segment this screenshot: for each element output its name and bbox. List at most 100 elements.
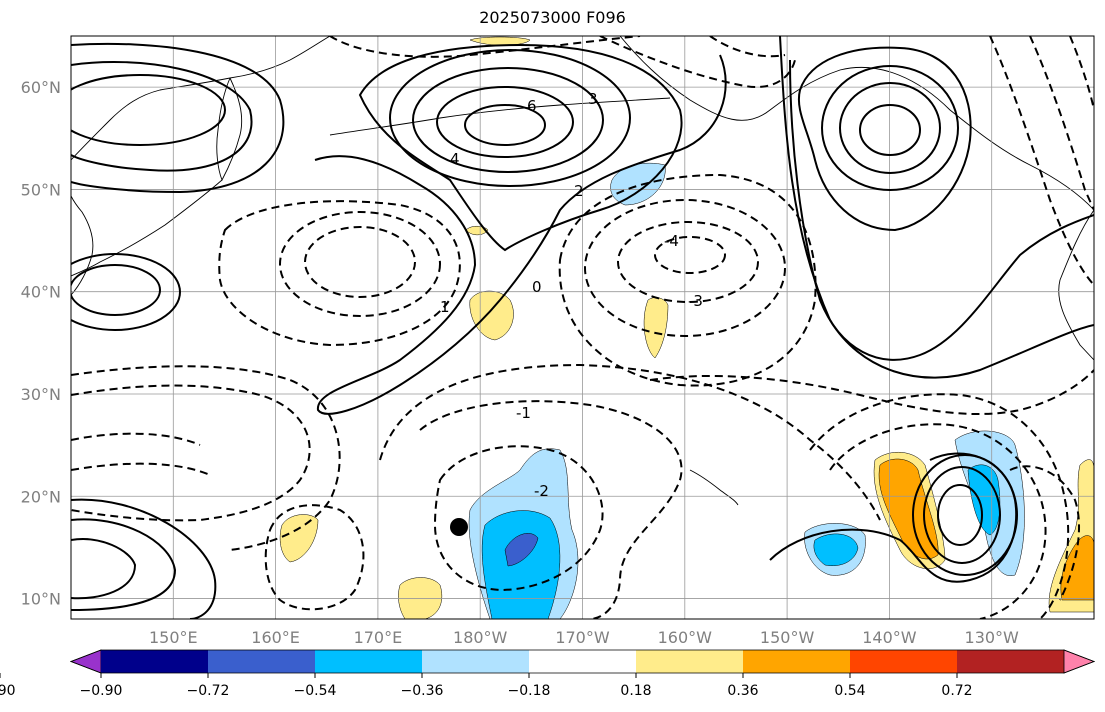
shade-tropics-blue [481, 510, 561, 619]
contour-ne-trough-3 [1069, 36, 1094, 111]
contour-high-ne-6 [859, 104, 921, 156]
contour-high-nw-2 [358, 43, 683, 252]
shade-yellow-small-north [469, 36, 531, 46]
lat-tick-label: 30°N [21, 385, 61, 404]
contour-label-neg2: -2 [534, 482, 549, 500]
colorbar-segment [529, 650, 636, 673]
colorbar-segment [636, 650, 743, 673]
contour-low-west-1 [279, 211, 441, 317]
colorbar-extend-max [1063, 649, 1096, 674]
colorbar-tick-label: 0.90 [0, 683, 16, 699]
shade-east-orange [878, 458, 939, 560]
contour-west-tropic-2 [71, 538, 137, 600]
contour-west-low-1 [71, 264, 161, 316]
contour-nw-corner-2 [71, 74, 226, 146]
colorbar-segment [850, 650, 957, 673]
contour-ridge-1 [314, 54, 727, 415]
coastline-hawaii [689, 469, 739, 506]
contours-positive [71, 36, 1094, 619]
shade-yellow-tiny [465, 226, 489, 236]
coastline-alaska [619, 36, 1094, 211]
colorbar-extend-min [69, 649, 102, 674]
colorbar-tick-label: 0.54 [834, 683, 865, 699]
lat-tick-label: 60°N [21, 78, 61, 97]
colorbar-tick-label: −0.36 [401, 683, 444, 699]
colorbar-segment [208, 650, 315, 673]
contour-north-trough-3 [709, 36, 786, 58]
shade-yellow-160e [279, 514, 319, 563]
contour-high-nw-6 [464, 104, 546, 146]
contour-south-160e [264, 504, 365, 611]
coastline-japan [71, 195, 94, 296]
contour-label-4: 4 [450, 150, 460, 168]
colorbar-tick-label: −0.54 [294, 683, 337, 699]
contour-tropic-low-2 [433, 445, 604, 592]
colorbar-tick-label: 0.36 [727, 683, 758, 699]
lon-tick-labels: 150°E 160°E 170°E 180°W 170°W 160°W 150°W 140°W… [149, 628, 1019, 647]
shade-tropics-blue-dark [504, 533, 539, 567]
lon-tick-label: 180°W [453, 628, 508, 647]
contour-label-neg4: -4 [664, 232, 679, 250]
colorbar-segment [422, 650, 529, 673]
contour-east-low-2 [923, 466, 1001, 564]
coastline-asia [71, 36, 331, 161]
lat-tick-label: 40°N [21, 283, 61, 302]
lon-tick-label: 140°W [862, 628, 917, 647]
contour-labels: 6 4 3 2 1 0 -1 -2 -3 -4 [440, 90, 703, 500]
contour-low-west-2 [304, 226, 416, 298]
contour-label-0: 0 [532, 278, 542, 296]
map-frame [70, 35, 1095, 620]
contour-high-ne-1 [789, 59, 1094, 361]
lon-tick-label: 150°E [149, 628, 198, 647]
contour-west-dash-b [71, 462, 211, 476]
coastline-kamchatka [216, 77, 243, 182]
contour-label-3: 3 [588, 90, 598, 108]
contour-high-ne-3 [797, 46, 972, 232]
colorbar-segment [743, 650, 850, 673]
lon-tick-label: 150°W [760, 628, 815, 647]
colorbar-segment [957, 650, 1064, 673]
contour-north-trough-2 [599, 36, 796, 88]
contour-east-low-3 [937, 484, 983, 546]
colorbar-segment [101, 650, 208, 673]
contour-high-ne-5 [839, 82, 941, 174]
contour-high-nw-4 [412, 67, 604, 173]
colorbar-tick-label: −0.90 [80, 683, 123, 699]
contour-label-1: 1 [440, 298, 450, 316]
contour-low-mid-4 [654, 236, 726, 274]
colorbar-tick-label: 0.18 [620, 683, 651, 699]
lon-tick-label: 130°W [965, 628, 1020, 647]
map-title: 2025073000 F096 [479, 8, 626, 27]
colorbar-tick-label: −0.72 [187, 683, 230, 699]
map-content: 6 4 3 2 1 0 -1 -2 -3 -4 [71, 36, 1094, 619]
black-dot-marker [450, 518, 468, 536]
lat-tick-label: 10°N [21, 590, 61, 609]
contour-low-mid-1 [558, 173, 817, 387]
lat-tick-labels: 10°N 20°N 30°N 40°N 50°N 60°N [21, 78, 61, 608]
contour-tropic-low-0 [379, 363, 881, 521]
contour-nw-corner-0 [71, 42, 285, 194]
contour-ne-trough-1 [989, 36, 1094, 286]
contour-label-6: 6 [527, 97, 537, 115]
contour-label-2: 2 [574, 182, 584, 200]
lon-tick-label: 170°E [354, 628, 403, 647]
contour-east-low-0 [769, 452, 1018, 583]
contour-tropic-low-1 [419, 400, 683, 619]
contour-label-neg1: -1 [516, 404, 531, 422]
contour-low-mid-3 [617, 221, 759, 303]
contour-north-trough-1 [329, 36, 641, 58]
contour-west-band-1 [71, 365, 341, 551]
lon-tick-label: 160°E [251, 628, 300, 647]
shade-yellow-180 [469, 290, 514, 341]
contour-high-ne-4 [821, 65, 959, 191]
contour-far-east-2 [1009, 465, 1081, 601]
shade-far-east-orange [1060, 535, 1094, 601]
coastline-na-west [1058, 209, 1094, 361]
contour-east-ring-2 [829, 423, 1047, 619]
contour-label-neg3: -3 [688, 292, 703, 310]
coastline-kuril [71, 179, 223, 277]
lat-tick-label: 50°N [21, 180, 61, 199]
lat-tick-label: 20°N [21, 487, 61, 506]
colorbar [69, 649, 1096, 674]
